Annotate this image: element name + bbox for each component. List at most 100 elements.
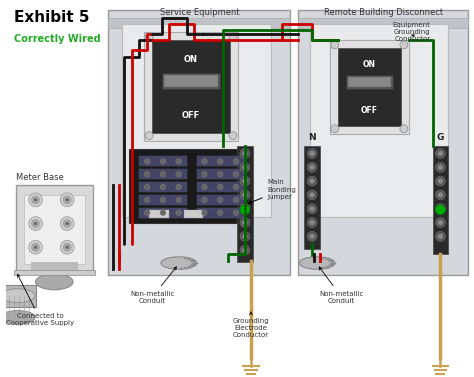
Circle shape xyxy=(310,151,315,156)
Circle shape xyxy=(229,132,237,139)
Circle shape xyxy=(240,149,250,158)
Bar xyxy=(330,40,409,134)
Circle shape xyxy=(331,41,339,49)
Circle shape xyxy=(400,41,408,49)
Circle shape xyxy=(307,162,317,172)
Circle shape xyxy=(63,196,71,204)
Ellipse shape xyxy=(161,257,197,269)
Circle shape xyxy=(242,234,247,239)
Circle shape xyxy=(145,132,153,139)
Bar xyxy=(129,149,243,222)
Bar xyxy=(338,48,401,126)
Circle shape xyxy=(438,165,443,170)
Circle shape xyxy=(28,241,43,254)
Circle shape xyxy=(331,125,339,133)
Circle shape xyxy=(438,151,443,156)
Circle shape xyxy=(63,243,71,251)
Circle shape xyxy=(176,210,182,216)
Bar xyxy=(433,146,448,254)
Bar xyxy=(298,18,468,28)
Circle shape xyxy=(201,171,208,177)
Circle shape xyxy=(176,158,182,164)
Circle shape xyxy=(176,184,182,190)
Circle shape xyxy=(240,218,250,227)
Text: N: N xyxy=(308,133,316,142)
Circle shape xyxy=(28,193,43,207)
Bar xyxy=(139,208,187,218)
Circle shape xyxy=(307,149,317,158)
Circle shape xyxy=(242,151,247,156)
Circle shape xyxy=(144,184,150,190)
Bar xyxy=(304,146,320,249)
Circle shape xyxy=(436,162,446,172)
Bar xyxy=(139,156,187,166)
Circle shape xyxy=(233,171,239,177)
Circle shape xyxy=(240,245,250,255)
Text: Main
Bonding
Jumper: Main Bonding Jumper xyxy=(248,179,296,204)
Bar xyxy=(184,210,203,218)
Circle shape xyxy=(145,33,153,41)
Bar xyxy=(197,156,244,166)
Circle shape xyxy=(144,197,150,203)
Circle shape xyxy=(144,210,150,216)
Circle shape xyxy=(160,197,166,203)
Circle shape xyxy=(240,162,250,172)
Text: ON: ON xyxy=(184,55,198,64)
Circle shape xyxy=(28,217,43,230)
Circle shape xyxy=(310,220,315,225)
Text: ON: ON xyxy=(363,60,376,69)
Circle shape xyxy=(160,184,166,190)
Ellipse shape xyxy=(0,289,35,303)
Text: G: G xyxy=(437,133,444,142)
Circle shape xyxy=(66,222,69,225)
Bar xyxy=(347,77,391,87)
Circle shape xyxy=(201,210,208,216)
Circle shape xyxy=(60,241,74,254)
Circle shape xyxy=(34,246,37,249)
Circle shape xyxy=(242,248,247,253)
Circle shape xyxy=(438,206,443,211)
Circle shape xyxy=(233,210,239,216)
Bar xyxy=(14,270,95,275)
Circle shape xyxy=(63,220,71,227)
Circle shape xyxy=(307,190,317,200)
Bar xyxy=(31,262,78,270)
Bar xyxy=(139,182,187,192)
Circle shape xyxy=(438,192,443,198)
Circle shape xyxy=(176,197,182,203)
Text: Equipment
Grounding
Conductor: Equipment Grounding Conductor xyxy=(392,22,430,42)
Text: OFF: OFF xyxy=(182,112,200,120)
Bar xyxy=(310,24,448,217)
Text: Connected to
Cooperative Supply: Connected to Cooperative Supply xyxy=(7,274,74,326)
Circle shape xyxy=(307,204,317,214)
Text: Correctly Wired: Correctly Wired xyxy=(14,34,100,44)
Circle shape xyxy=(310,192,315,198)
Text: Remote Building Disconnect: Remote Building Disconnect xyxy=(324,8,443,17)
Circle shape xyxy=(310,206,315,211)
Bar xyxy=(197,195,244,205)
Bar xyxy=(162,74,220,89)
Bar xyxy=(139,195,187,205)
Bar xyxy=(346,75,393,89)
Circle shape xyxy=(233,184,239,190)
Circle shape xyxy=(66,198,69,201)
Bar xyxy=(122,24,271,217)
Circle shape xyxy=(436,231,446,241)
Circle shape xyxy=(307,218,317,227)
Circle shape xyxy=(310,179,315,184)
Bar xyxy=(197,169,244,179)
Bar xyxy=(149,210,169,218)
Circle shape xyxy=(160,171,166,177)
Circle shape xyxy=(242,206,247,211)
Circle shape xyxy=(66,246,69,249)
Bar xyxy=(16,185,93,272)
Circle shape xyxy=(34,222,37,225)
Ellipse shape xyxy=(299,257,335,269)
Bar xyxy=(197,208,244,218)
Circle shape xyxy=(240,190,250,200)
Bar xyxy=(164,75,218,87)
Ellipse shape xyxy=(36,274,73,290)
Bar xyxy=(152,40,230,133)
Circle shape xyxy=(242,165,247,170)
Circle shape xyxy=(217,158,223,164)
